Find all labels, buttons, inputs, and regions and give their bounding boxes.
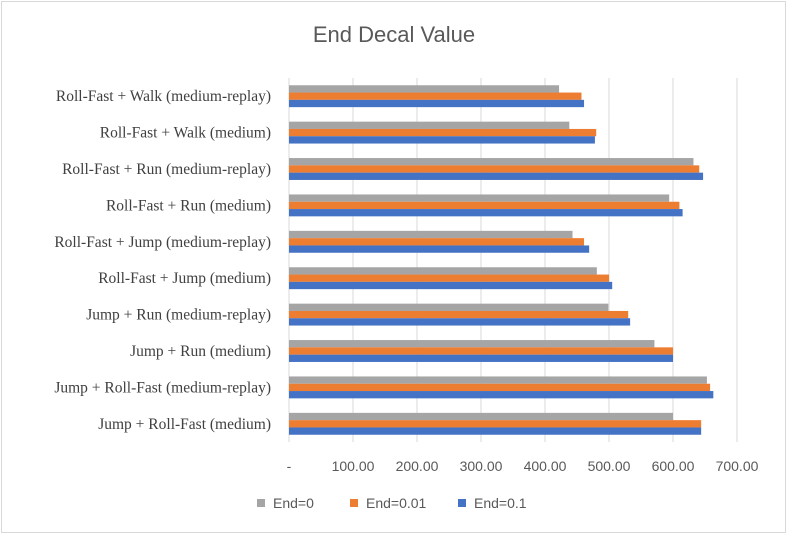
bar (289, 230, 573, 239)
bar (289, 427, 702, 435)
bar (289, 121, 570, 129)
legend-item[interactable]: End=0.01 (350, 495, 427, 511)
x-tick-label: 700.00 (716, 458, 759, 474)
chart-title: End Decal Value (313, 22, 475, 47)
bar (289, 420, 702, 428)
x-tick-label: 600.00 (652, 458, 695, 474)
legend[interactable]: End=0 End=0.01 End=0.1 (257, 495, 527, 511)
x-tick-label: - (287, 458, 292, 474)
category-label: Jump + Run (medium) (130, 343, 271, 360)
category-labels: Roll-Fast + Walk (medium-replay) Roll-Fas… (54, 88, 271, 433)
bar (289, 376, 707, 384)
x-axis-tick-labels: - 100.00 200.00 300.00 400.00 500.00 600.00 700… (287, 458, 759, 474)
legend-label: End=0.1 (474, 495, 527, 511)
bar (289, 347, 673, 355)
bar (289, 310, 629, 319)
category-label: Roll-Fast + Jump (medium) (98, 270, 271, 287)
bar (289, 412, 673, 421)
bar (289, 303, 609, 311)
category-label: Roll-Fast + Walk (medium-replay) (56, 88, 271, 105)
bar (289, 340, 655, 348)
legend-item[interactable]: End=0.1 (458, 495, 527, 511)
category-label: Roll-Fast + Jump (medium-replay) (54, 234, 271, 251)
x-tick-label: 100.00 (332, 458, 375, 474)
bar (289, 85, 560, 93)
legend-label: End=0.01 (366, 495, 427, 511)
x-tick-label: 300.00 (460, 458, 503, 474)
category-label: Jump + Roll-Fast (medium) (98, 416, 271, 433)
bar (289, 201, 680, 210)
bar (289, 92, 582, 100)
bar (289, 172, 704, 180)
x-tick-label: 200.00 (396, 458, 439, 474)
bar (289, 383, 711, 392)
legend-swatch (257, 499, 265, 507)
bar (289, 267, 597, 275)
bar (289, 99, 585, 108)
bar (289, 245, 590, 253)
bar (289, 209, 683, 217)
bars-layer (289, 85, 714, 435)
category-label: Jump + Roll-Fast (medium-replay) (54, 379, 271, 396)
bar (289, 158, 694, 166)
bar (289, 128, 597, 137)
bar (289, 391, 714, 399)
bar (289, 281, 613, 290)
bar (289, 165, 700, 173)
bar (289, 136, 595, 144)
bar (289, 274, 609, 282)
bar (289, 318, 631, 326)
bar (289, 354, 673, 362)
category-label: Roll-Fast + Walk (medium) (100, 125, 271, 142)
legend-label: End=0 (273, 495, 314, 511)
legend-swatch (350, 499, 358, 507)
x-tick-label: 500.00 (588, 458, 631, 474)
bar (289, 194, 670, 202)
x-tick-label: 400.00 (524, 458, 567, 474)
legend-item[interactable]: End=0 (257, 495, 314, 511)
bar (289, 238, 585, 246)
category-label: Roll-Fast + Run (medium) (106, 197, 271, 214)
category-label: Jump + Run (medium-replay) (86, 307, 271, 324)
legend-swatch (458, 499, 466, 507)
category-label: Roll-Fast + Run (medium-replay) (62, 161, 271, 178)
